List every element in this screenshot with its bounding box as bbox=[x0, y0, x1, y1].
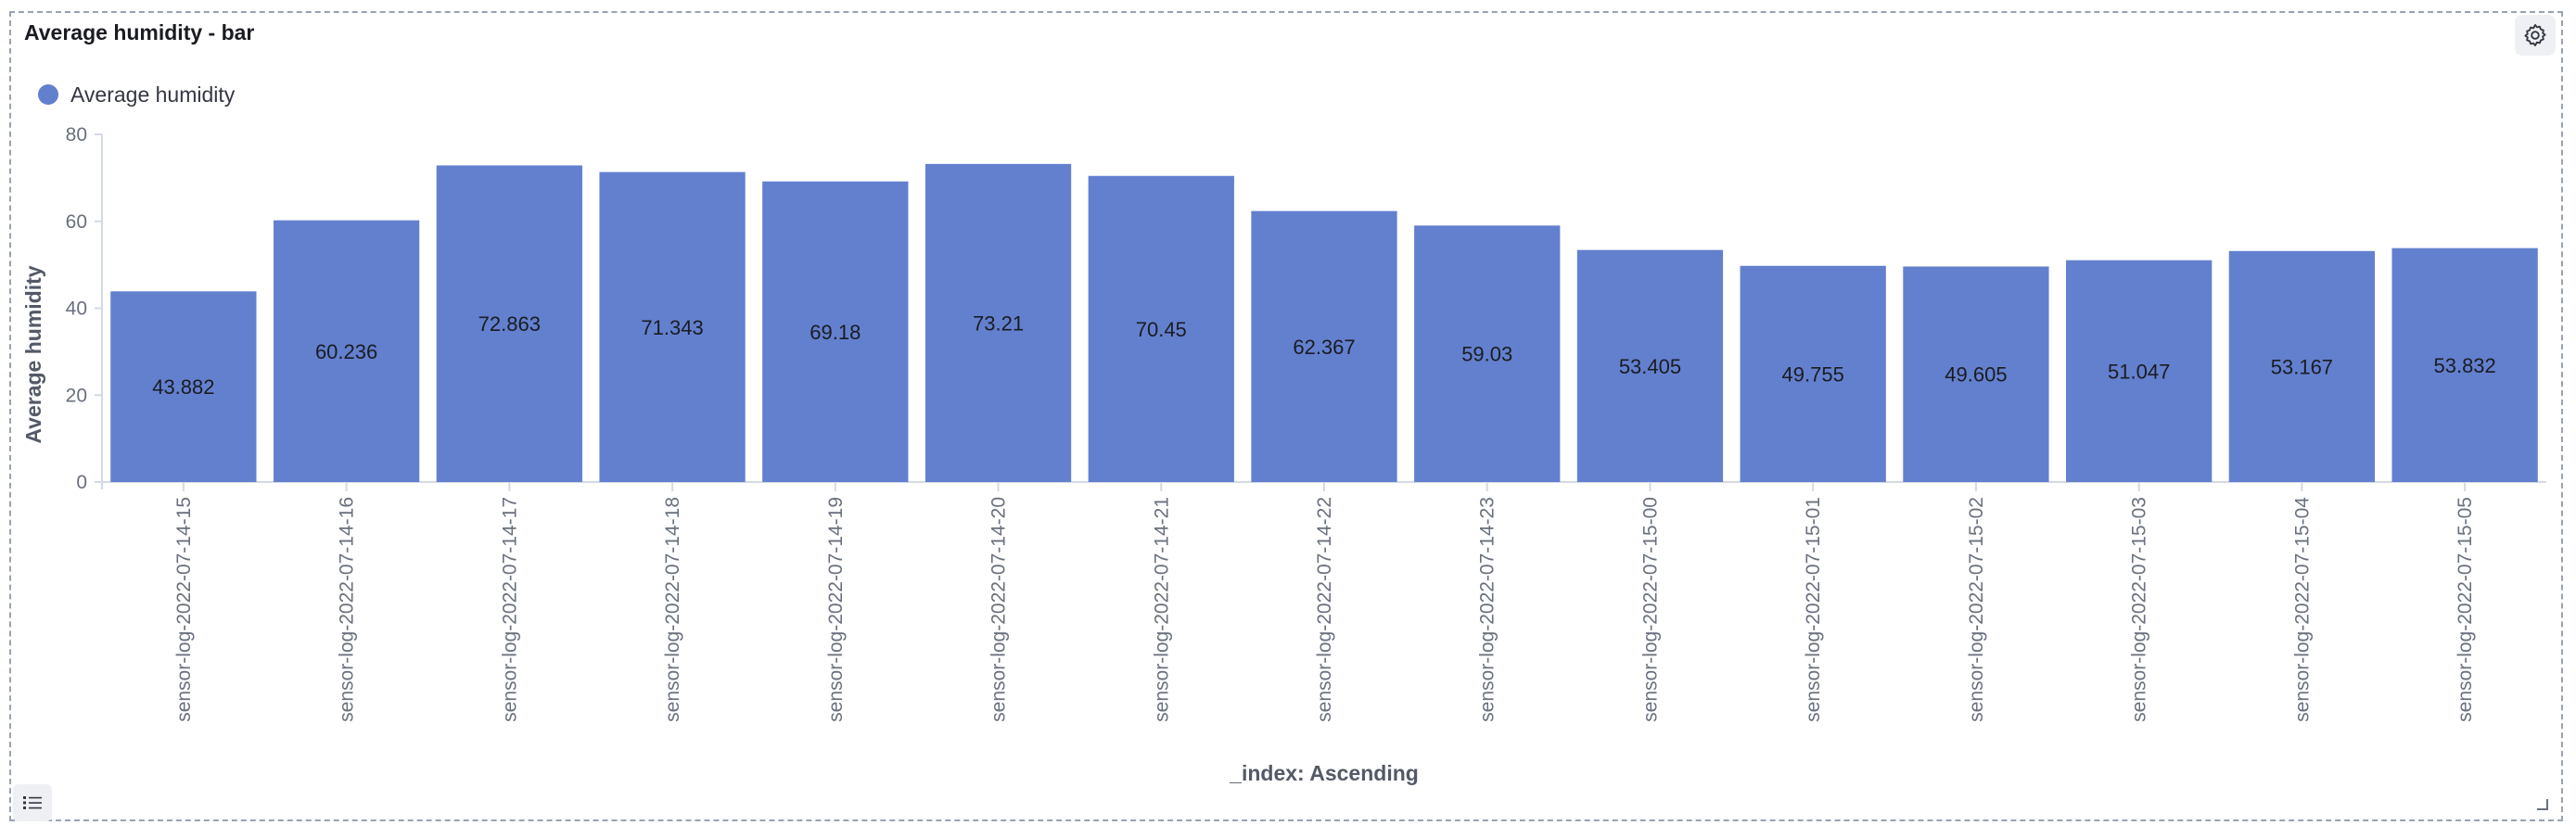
x-tick-label: sensor-log-2022-07-14-18 bbox=[662, 497, 683, 722]
bar-value-label: 43.882 bbox=[152, 375, 214, 399]
panel-settings-button[interactable] bbox=[2515, 15, 2556, 56]
bar[interactable] bbox=[273, 220, 420, 483]
y-tick-label: 20 bbox=[66, 385, 87, 406]
x-tick-label: sensor-log-2022-07-15-02 bbox=[1966, 497, 1987, 722]
bar[interactable] bbox=[2391, 248, 2538, 482]
y-tick-label: 0 bbox=[76, 472, 87, 493]
bar[interactable] bbox=[1088, 175, 1234, 482]
x-tick-label: sensor-log-2022-07-14-21 bbox=[1151, 497, 1172, 722]
bar-value-label: 62.367 bbox=[1293, 336, 1355, 359]
bar[interactable] bbox=[436, 165, 582, 482]
y-tick-label: 60 bbox=[66, 211, 87, 233]
chart-bars bbox=[110, 163, 2538, 483]
bar[interactable] bbox=[762, 181, 909, 482]
y-axis-title: Average humidity bbox=[21, 265, 45, 443]
legend-swatch-icon[interactable] bbox=[38, 84, 58, 105]
x-tick-label: sensor-log-2022-07-14-20 bbox=[988, 497, 1010, 722]
x-tick-label: sensor-log-2022-07-14-22 bbox=[1314, 497, 1335, 722]
bar[interactable] bbox=[110, 291, 257, 482]
bar-value-label: 49.605 bbox=[1945, 363, 2007, 387]
bar-value-label: 71.343 bbox=[641, 316, 703, 339]
bar[interactable] bbox=[1903, 266, 2049, 482]
bar-value-label: 69.18 bbox=[810, 321, 861, 344]
bar-value-label: 53.167 bbox=[2271, 355, 2333, 378]
chart-axes: 0 20 40 60 80 Average humidity sensor-log-2022… bbox=[21, 124, 2546, 785]
x-axis-title: _index: Ascending bbox=[1229, 761, 1419, 785]
x-tick-label: sensor-log-2022-07-15-03 bbox=[2129, 497, 2150, 722]
y-tick-label: 40 bbox=[66, 298, 87, 320]
legend-entry-label[interactable]: Average humidity bbox=[70, 83, 236, 107]
x-tick-label: sensor-log-2022-07-15-05 bbox=[2455, 497, 2476, 722]
bar-value-label: 53.405 bbox=[1619, 355, 1681, 378]
bar[interactable] bbox=[2066, 260, 2213, 482]
resize-handle-icon[interactable] bbox=[2535, 797, 2548, 810]
bar-value-label: 60.236 bbox=[315, 340, 377, 363]
x-tick-label: sensor-log-2022-07-15-00 bbox=[1639, 497, 1661, 722]
bar-value-label: 51.047 bbox=[2108, 360, 2170, 383]
bar-value-label: 73.21 bbox=[973, 311, 1024, 335]
bar[interactable] bbox=[1576, 249, 1724, 482]
x-tick-label: sensor-log-2022-07-15-04 bbox=[2291, 497, 2313, 722]
bar-value-label: 72.863 bbox=[478, 312, 541, 336]
x-tick-label: sensor-log-2022-07-14-15 bbox=[173, 497, 195, 722]
bar[interactable] bbox=[925, 163, 1072, 482]
bar[interactable] bbox=[1251, 210, 1397, 482]
bar-value-label: 49.755 bbox=[1782, 362, 1844, 386]
chart-value-labels: 43.882 60.236 72.863 71.343 69.18 73.21 70.45 6… bbox=[152, 311, 2496, 399]
x-tick-label: sensor-log-2022-07-14-19 bbox=[825, 497, 847, 722]
bar-value-label: 59.03 bbox=[1461, 343, 1512, 366]
x-tick-label: sensor-log-2022-07-15-01 bbox=[1803, 497, 1824, 722]
bar[interactable] bbox=[1740, 265, 1886, 482]
x-tick-label: sensor-log-2022-07-14-17 bbox=[499, 497, 520, 722]
x-tick-label: sensor-log-2022-07-14-16 bbox=[337, 497, 358, 722]
gear-icon bbox=[2524, 23, 2546, 47]
bar-value-label: 70.45 bbox=[1136, 318, 1187, 341]
bar[interactable] bbox=[2228, 250, 2376, 482]
bar-value-label: 53.832 bbox=[2433, 354, 2495, 377]
panel-title: Average humidity - bar bbox=[24, 20, 255, 44]
list-icon bbox=[23, 796, 42, 809]
legend-toggle-button[interactable] bbox=[13, 784, 52, 821]
y-tick-label: 80 bbox=[66, 124, 87, 146]
bar[interactable] bbox=[1414, 225, 1561, 482]
bar[interactable] bbox=[599, 171, 746, 482]
chart-legend: Average humidity bbox=[38, 83, 236, 107]
x-tick-label: sensor-log-2022-07-14-23 bbox=[1477, 497, 1498, 722]
